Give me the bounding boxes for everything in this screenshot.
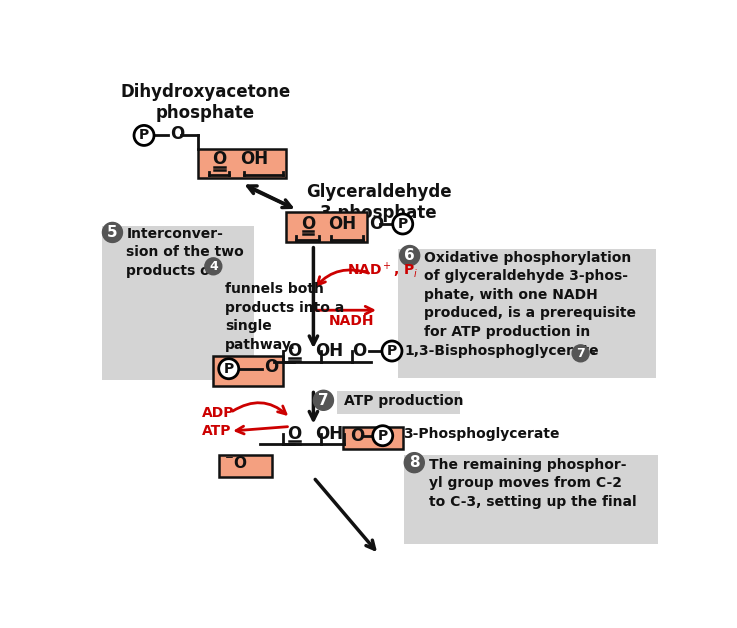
Text: 7: 7 [576,347,585,360]
Text: P: P [387,344,397,358]
Text: Interconver-
sion of the two
products of: Interconver- sion of the two products of [126,227,244,278]
Text: O: O [287,342,301,360]
Circle shape [134,126,154,146]
FancyBboxPatch shape [337,391,460,414]
Circle shape [405,453,425,473]
Text: NAD$^+$, P$_i$: NAD$^+$, P$_i$ [346,261,418,280]
Text: O: O [301,215,315,233]
Text: ADP: ADP [202,406,234,420]
Text: ATP: ATP [202,424,231,438]
FancyBboxPatch shape [220,455,272,477]
FancyBboxPatch shape [398,249,656,378]
Text: O: O [287,425,301,443]
Circle shape [382,341,402,361]
Circle shape [393,214,413,234]
Text: Dihydroxyacetone
phosphate: Dihydroxyacetone phosphate [120,83,290,122]
Circle shape [572,345,589,362]
Text: funnels both
products into a
single
pathway.: funnels both products into a single path… [225,264,344,352]
FancyBboxPatch shape [213,357,282,386]
Text: ATP production: ATP production [344,394,464,408]
Text: P: P [223,362,234,376]
Text: O: O [170,125,184,143]
Circle shape [313,390,333,410]
Text: $^{-}$O: $^{-}$O [224,455,248,472]
Circle shape [373,426,393,446]
Text: 5: 5 [107,225,118,240]
Text: O: O [264,358,279,376]
Text: OH: OH [315,342,343,360]
Text: O: O [350,426,365,445]
Text: OH: OH [240,150,268,168]
Text: 8: 8 [409,455,419,470]
Circle shape [205,258,222,275]
Text: The remaining phosphor-
yl group moves from C-2
to C-3, setting up the final: The remaining phosphor- yl group moves f… [429,458,637,509]
FancyBboxPatch shape [287,212,367,242]
Text: Glyceraldehyde
3-phosphate: Glyceraldehyde 3-phosphate [306,183,452,222]
FancyBboxPatch shape [198,148,287,178]
Circle shape [399,246,419,266]
Text: O: O [212,150,226,168]
Text: 6: 6 [405,248,415,263]
Text: NADH: NADH [329,314,374,328]
Text: P: P [398,217,408,231]
FancyBboxPatch shape [102,225,254,379]
Text: O: O [368,215,383,233]
Text: 1,3-Bisphosphoglycerate: 1,3-Bisphosphoglycerate [405,344,599,358]
FancyBboxPatch shape [343,427,402,449]
Text: Oxidative phosphorylation
of glyceraldehyde 3-phos-
phate, with one NADH
produce: Oxidative phosphorylation of glyceraldeh… [424,251,635,338]
Text: OH: OH [328,215,356,233]
Text: 4: 4 [209,260,217,273]
FancyBboxPatch shape [405,455,658,543]
Text: OH: OH [315,425,343,443]
Text: .: . [590,344,596,358]
Circle shape [219,359,239,379]
Text: O: O [352,342,367,360]
Circle shape [102,222,122,242]
Text: 7: 7 [318,392,329,408]
Text: P: P [377,429,388,443]
Text: P: P [139,128,149,143]
Text: 3-Phosphoglycerate: 3-Phosphoglycerate [403,427,560,441]
